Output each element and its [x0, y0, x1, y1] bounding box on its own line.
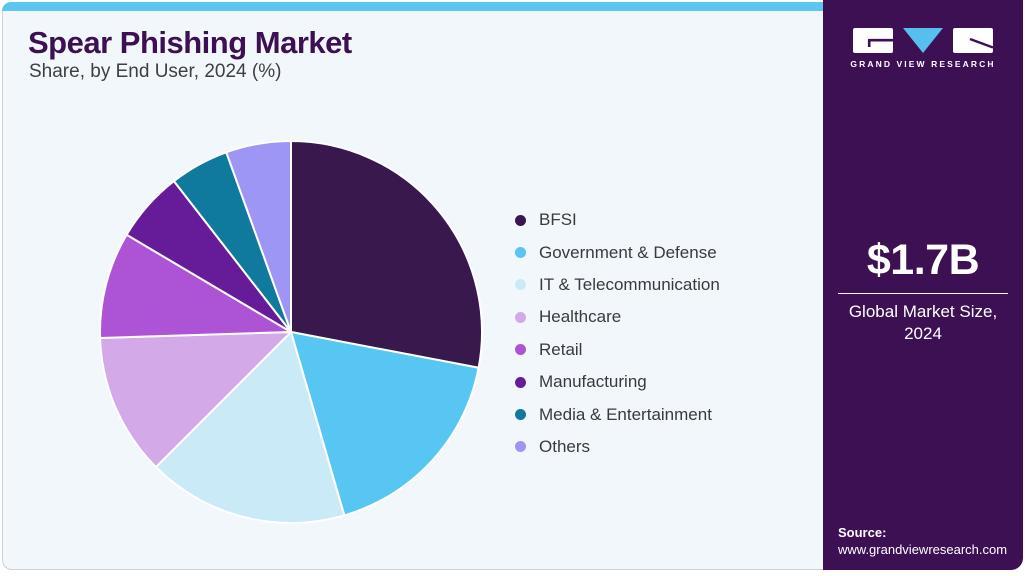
top-accent-bar: [2, 2, 824, 11]
legend-item-government-defense: Government & Defense: [515, 236, 720, 268]
source-url: www.grandviewresearch.com: [838, 542, 1008, 557]
legend-label: Others: [539, 436, 591, 456]
legend-swatch-icon: [515, 311, 526, 323]
pie-slice-government-defense: [290, 331, 480, 517]
market-size-value: $1.7B: [866, 236, 980, 284]
pie-slice-retail: [99, 233, 292, 339]
market-size-divider: [838, 293, 1008, 294]
logo-g-notch: [867, 38, 893, 47]
legend-item-retail: Retail: [515, 334, 720, 366]
legend-label: Healthcare: [539, 307, 622, 327]
legend-label: Media & Entertainment: [539, 404, 712, 424]
brand-sidebar: GRAND VIEW RESEARCH $1.7B Global Market …: [823, 0, 1023, 570]
legend-swatch-icon: [515, 214, 526, 226]
legend-swatch-icon: [515, 279, 526, 291]
pie-slice-others: [225, 140, 292, 333]
brand-name: GRAND VIEW RESEARCH: [850, 59, 996, 69]
pie-slice-it-telecommunication: [154, 331, 346, 524]
source-label: Source:: [838, 525, 887, 540]
legend-item-media-entertainment: Media & Entertainment: [515, 398, 720, 430]
market-size-block: $1.7B Global Market Size, 2024: [823, 236, 1023, 345]
legend-item-bfsi: BFSI: [515, 204, 720, 236]
pie-chart: [99, 140, 483, 524]
page-subtitle: Share, by End User, 2024 (%): [29, 61, 282, 82]
legend-item-it-telecommunication: IT & Telecommunication: [515, 269, 720, 301]
legend-swatch-icon: [515, 376, 526, 388]
legend-label: IT & Telecommunication: [539, 274, 720, 294]
legend-swatch-icon: [515, 409, 526, 421]
legend-label: Manufacturing: [539, 372, 647, 392]
legend-label: Retail: [539, 339, 583, 359]
chart-card: Spear Phishing Market Share, by End User…: [2, 2, 824, 570]
pie-slice-healthcare: [99, 331, 292, 469]
legend-item-manufacturing: Manufacturing: [515, 366, 720, 398]
legend-label: BFSI: [539, 210, 577, 230]
legend: BFSI Government & Defense IT & Telecommuni…: [515, 204, 720, 463]
pie-slice-bfsi: [290, 140, 483, 369]
logo-v-triangle-icon: [903, 28, 943, 53]
legend-label: Government & Defense: [539, 242, 717, 262]
source-block: Source: www.grandviewresearch.com: [838, 525, 1007, 557]
grand-view-research-logo-icon: [853, 28, 993, 53]
legend-swatch-icon: [515, 344, 526, 356]
legend-swatch-icon: [515, 441, 526, 453]
logo-r-leg: [969, 37, 993, 49]
market-size-label: Global Market Size, 2024: [848, 302, 998, 344]
legend-swatch-icon: [515, 247, 526, 259]
page-title: Spear Phishing Market: [28, 25, 352, 60]
legend-item-healthcare: Healthcare: [515, 301, 720, 333]
legend-item-others: Others: [515, 431, 720, 463]
